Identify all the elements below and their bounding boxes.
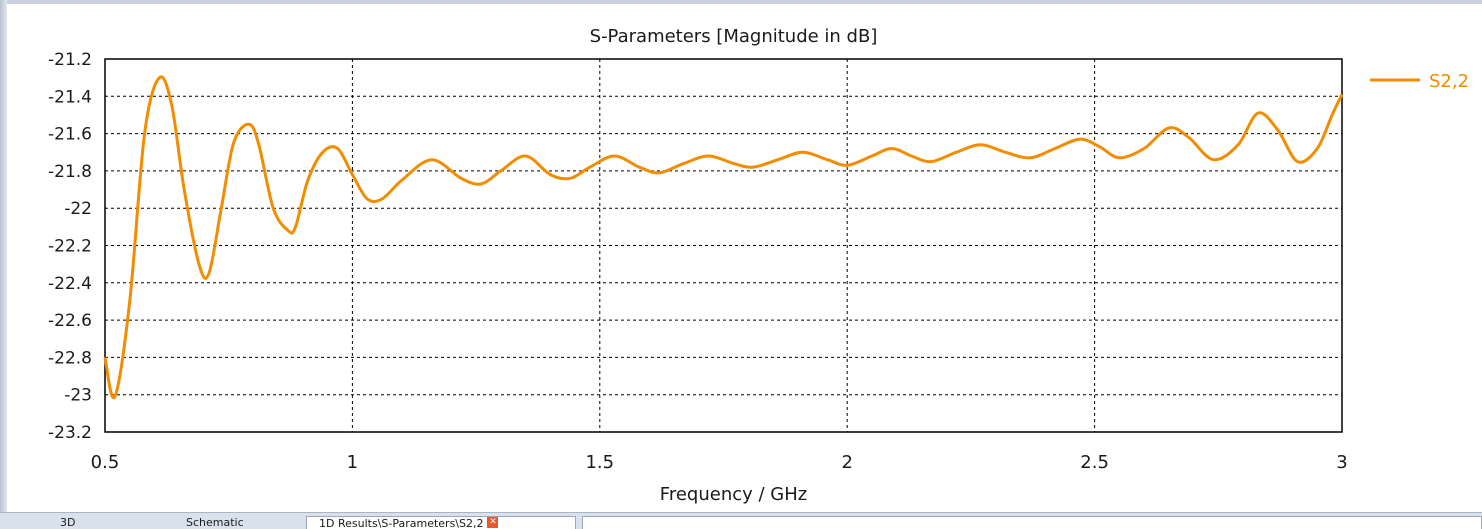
y-tick-label: -22.6: [48, 311, 92, 331]
legend-label: S2,2: [1429, 71, 1469, 92]
window-top-border: [0, 0, 1482, 4]
x-tick-label: 1: [347, 452, 358, 473]
y-tick-label: -22.4: [48, 274, 92, 294]
y-tick-label: -22.8: [48, 348, 92, 368]
tab-3d[interactable]: 3D: [60, 516, 76, 529]
plot-area: 0.5 1 1.5 2 2.5 3 -21.2 -21.4 -21.6 -21.8 -22 -22.2…: [48, 26, 1469, 505]
y-tick-label: -23.2: [48, 423, 92, 443]
grid-layer: [105, 59, 1342, 432]
y-tick-label: -23: [64, 386, 92, 406]
document-tab-bar: 3D Schematic 1D Results\S-Parameters\S2,…: [0, 512, 1482, 529]
series-layer: [103, 75, 1344, 400]
legend[interactable]: S2,2: [1370, 71, 1469, 92]
y-tick-label: -21.4: [48, 87, 92, 107]
x-tick-label: 2: [841, 452, 852, 473]
ticks-layer: 0.5 1 1.5 2 2.5 3 -21.2 -21.4 -21.6 -21.8 -22 -22.2…: [48, 50, 1348, 473]
x-tick-label: 3: [1336, 452, 1347, 473]
tab-results-label: 1D Results\S-Parameters\S2,2: [319, 517, 484, 529]
x-tick-label: 0.5: [91, 452, 120, 473]
y-tick-label: -21.6: [48, 125, 92, 145]
x-tick-label: 1.5: [585, 452, 614, 473]
chart-svg: 0.5 1 1.5 2 2.5 3 -21.2 -21.4 -21.6 -21.8 -22 -22.2…: [48, 26, 1469, 505]
tab-strip-empty: [582, 516, 1482, 529]
x-tick-label: 2.5: [1080, 452, 1109, 473]
y-tick-label: -22.2: [48, 237, 92, 257]
plot-frame: [104, 58, 1343, 433]
close-icon[interactable]: ✕: [487, 517, 499, 528]
tab-1d-results-s22[interactable]: 1D Results\S-Parameters\S2,2 ✕: [306, 516, 576, 529]
tab-schematic[interactable]: Schematic: [186, 516, 244, 529]
window-left-border: [0, 0, 7, 512]
y-tick-label: -21.2: [48, 50, 92, 70]
y-tick-label: -22: [64, 199, 92, 219]
series-line-s22[interactable]: [103, 75, 1344, 400]
x-axis-label: Frequency / GHz: [660, 484, 807, 505]
chart-title: S-Parameters [Magnitude in dB]: [590, 26, 878, 47]
y-tick-label: -21.8: [48, 162, 92, 182]
